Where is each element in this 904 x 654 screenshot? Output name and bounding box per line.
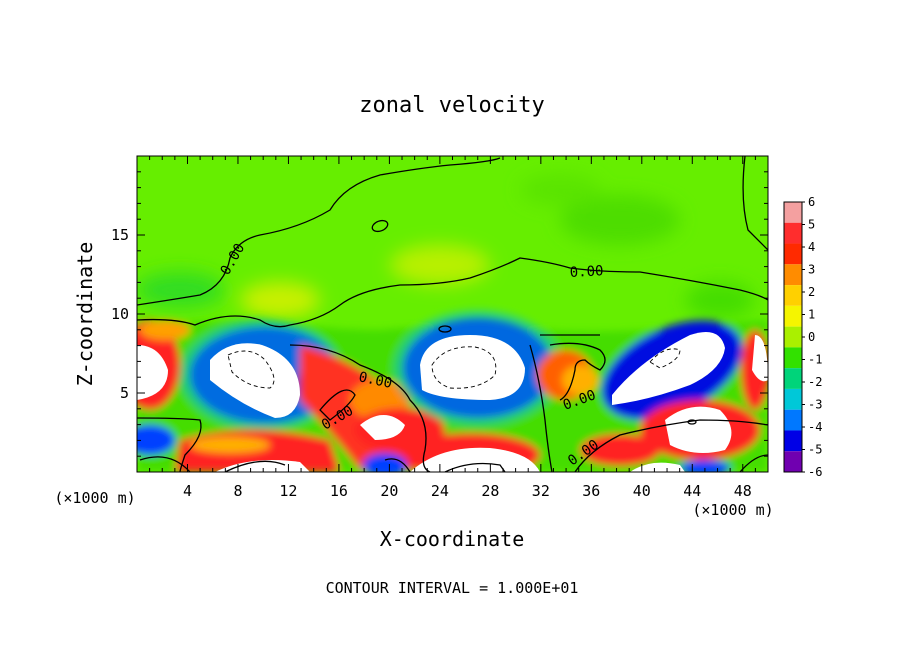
zero-contours: [137, 156, 768, 472]
x-tick-label: 40: [633, 482, 651, 500]
colorbar-label: 4: [808, 240, 815, 254]
x-tick-label: 16: [330, 482, 348, 500]
colorbar-swatch: [784, 388, 802, 410]
x-tick-label: 24: [431, 482, 449, 500]
x-axis: 4 8 12 16 20 24 28 32 36 40 44 48: [149, 156, 756, 500]
colorbar-label: -5: [808, 443, 822, 457]
colorbar-swatch: [784, 305, 802, 327]
y-axis-label: Z-coordinate: [73, 242, 97, 387]
colorbar-swatch: [784, 264, 802, 286]
x-tick-label: 48: [734, 482, 752, 500]
colorbar-label: 1: [808, 308, 815, 322]
colorbar-swatch: [784, 430, 802, 452]
colorbar-label: 5: [808, 218, 815, 232]
colorbar-label: -4: [808, 420, 822, 434]
y-tick-label: 15: [111, 226, 129, 244]
colorbar-label: 0: [808, 330, 815, 344]
colorbar-label: -1: [808, 353, 822, 367]
chart-title: zonal velocity: [359, 93, 544, 118]
x-unit-label-left: (×1000 m): [54, 489, 135, 507]
saturated-cores: [137, 331, 768, 472]
x-tick-label: 20: [380, 482, 398, 500]
colorbar-swatch: [784, 368, 802, 389]
x-tick-label: 36: [582, 482, 600, 500]
colorbar-swatch: [784, 347, 802, 369]
colorbar-swatch: [784, 222, 802, 244]
contour-label: 0.00: [569, 263, 604, 281]
x-tick-label: 8: [233, 482, 242, 500]
x-tick-label: 4: [183, 482, 192, 500]
colorbar-label: 3: [808, 263, 815, 277]
y-axis: 5 10 15: [111, 171, 768, 457]
x-tick-label: 44: [683, 482, 701, 500]
y-tick-label: 5: [120, 384, 129, 402]
upper-field-variations: [137, 174, 755, 318]
colorbar-swatch: [784, 409, 802, 431]
colorbar-swatch: [784, 451, 802, 472]
heatmap-field: [137, 156, 768, 472]
colorbar-label: -2: [808, 375, 822, 389]
x-axis-label: X-coordinate: [380, 527, 525, 551]
contour-label: 0.00: [357, 369, 393, 392]
colorbar-label: -3: [808, 398, 822, 412]
colorbar-swatch: [784, 202, 802, 223]
colorbar-swatch: [784, 243, 802, 265]
colorbar-label: 6: [808, 195, 815, 209]
x-tick-label: 28: [481, 482, 499, 500]
dashed-contours: [227, 346, 681, 389]
colorbar-swatch: [784, 326, 802, 348]
contour-interval-footer: CONTOUR INTERVAL = 1.000E+01: [326, 579, 579, 597]
x-tick-label: 32: [532, 482, 550, 500]
colorbar-label: 2: [808, 285, 815, 299]
colorbar: 6 5 4 3 2 1 0 -1 -2 -3 -4 -5 -6: [783, 195, 822, 479]
colorbar-label: -6: [808, 465, 822, 479]
colorbar-swatch: [784, 285, 802, 306]
x-unit-label-right: (×1000 m): [692, 501, 773, 519]
x-tick-label: 12: [279, 482, 297, 500]
y-tick-label: 10: [111, 305, 129, 323]
